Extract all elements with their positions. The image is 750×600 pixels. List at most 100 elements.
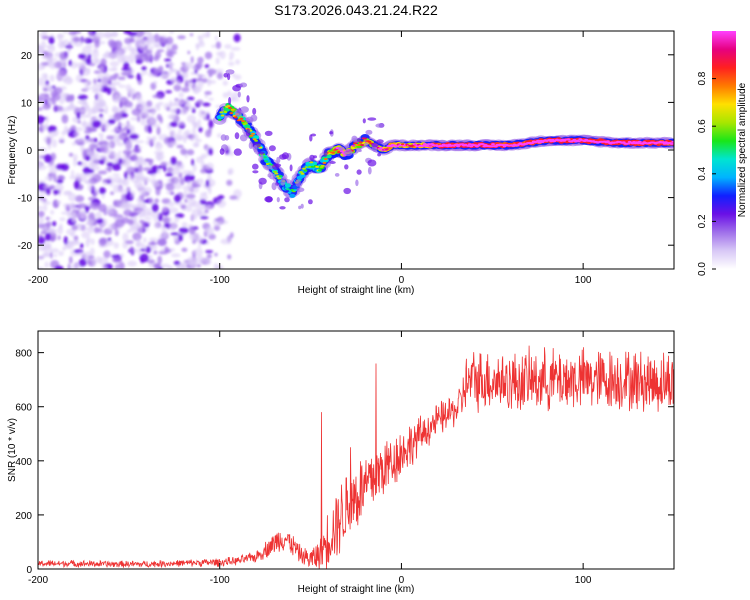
noise-blob	[56, 179, 64, 184]
noise-blob	[206, 31, 210, 38]
noise-blob	[88, 161, 95, 169]
colorbar-tick-label: 0.0	[697, 262, 708, 276]
ridge-mark	[273, 170, 277, 173]
noise-blob	[140, 211, 146, 218]
noise-blob	[44, 175, 55, 181]
noise-blob	[102, 52, 113, 59]
noise-blob	[125, 84, 132, 92]
noise-blob	[174, 216, 180, 223]
noise-blob	[208, 148, 213, 156]
noise-blob	[165, 172, 174, 177]
spectrogram-noise-blobs	[38, 31, 242, 269]
noise-blob	[42, 87, 48, 92]
spectrogram-ytick-label: 20	[21, 51, 33, 62]
ridge-scatter-blob	[279, 206, 286, 210]
noise-blob	[49, 251, 53, 259]
ridge-scatter-blob	[376, 139, 384, 144]
ridge-scatter-blob	[228, 97, 232, 105]
noise-blob	[181, 222, 188, 228]
noise-blob	[39, 33, 47, 37]
noise-blob	[75, 74, 84, 83]
noise-blob	[41, 201, 52, 205]
noise-blob	[58, 139, 65, 144]
noise-blob	[82, 119, 87, 129]
noise-blob	[177, 129, 183, 133]
noise-blob	[222, 80, 228, 86]
snr-ytick-label: 200	[15, 511, 32, 522]
noise-blob	[188, 260, 198, 266]
noise-blob	[201, 78, 208, 83]
noise-blob	[178, 120, 185, 126]
noise-blob	[215, 68, 224, 73]
noise-blob	[159, 224, 166, 229]
ridge-scatter-blob	[252, 163, 259, 170]
noise-blob	[146, 136, 152, 140]
ridge-scatter-blob	[367, 117, 377, 121]
noise-blob	[71, 216, 76, 222]
noise-blob	[191, 158, 195, 166]
noise-blob	[38, 255, 45, 260]
noise-blob	[86, 113, 92, 118]
ridge-mark	[669, 142, 674, 145]
noise-blob	[38, 63, 45, 71]
noise-blob	[51, 139, 58, 148]
noise-blob	[77, 203, 82, 211]
ridge-scatter-blob	[252, 107, 257, 115]
ridge-scatter-blob	[250, 114, 258, 122]
noise-blob	[157, 238, 167, 247]
ridge-mark	[276, 175, 280, 178]
ridge-scatter-blob	[296, 187, 305, 192]
ridge-mark	[284, 183, 292, 188]
noise-blob	[127, 219, 134, 225]
noise-blob	[216, 72, 224, 80]
noise-blob	[107, 118, 116, 125]
noise-blob	[46, 221, 52, 228]
noise-blob	[187, 186, 191, 193]
noise-blob	[156, 168, 162, 174]
noise-blob	[138, 164, 143, 173]
noise-blob	[127, 31, 137, 37]
noise-blob	[167, 62, 175, 67]
noise-blob	[97, 78, 102, 83]
noise-blob	[183, 259, 187, 266]
noise-blob	[149, 118, 157, 125]
noise-blob	[113, 73, 119, 78]
noise-blob	[66, 228, 76, 236]
ridge-scatter-blob	[224, 135, 230, 141]
noise-blob	[154, 198, 160, 204]
noise-blob	[143, 237, 147, 244]
noise-blob	[105, 105, 109, 114]
noise-blob	[82, 38, 88, 42]
noise-blob	[44, 154, 52, 163]
noise-blob	[196, 264, 201, 268]
noise-blob	[118, 84, 126, 88]
noise-blob	[88, 177, 98, 185]
noise-blob	[50, 237, 55, 242]
ridge-mark	[536, 139, 540, 142]
ridge-mark	[315, 165, 319, 168]
ridge-scatter-blob	[225, 69, 235, 75]
noise-blob	[227, 169, 232, 176]
ridge-mark	[337, 151, 341, 153]
noise-blob	[101, 264, 106, 269]
noise-blob	[106, 135, 114, 140]
noise-blob	[112, 257, 122, 264]
ridge-mark	[321, 164, 325, 167]
noise-blob	[192, 78, 196, 84]
noise-blob	[42, 253, 51, 258]
noise-blob	[129, 52, 137, 61]
noise-blob	[153, 217, 159, 222]
noise-blob	[59, 97, 65, 105]
ridge-mark	[331, 151, 335, 154]
noise-blob	[114, 229, 119, 237]
noise-blob	[174, 99, 183, 107]
noise-blob	[191, 134, 195, 140]
ridge-mark	[606, 140, 610, 143]
noise-blob	[127, 260, 137, 267]
ridge-mark	[233, 116, 238, 119]
noise-blob	[87, 53, 92, 60]
noise-blob	[110, 191, 115, 195]
noise-blob	[47, 164, 57, 169]
noise-blob	[219, 50, 226, 60]
noise-blob	[168, 67, 175, 73]
